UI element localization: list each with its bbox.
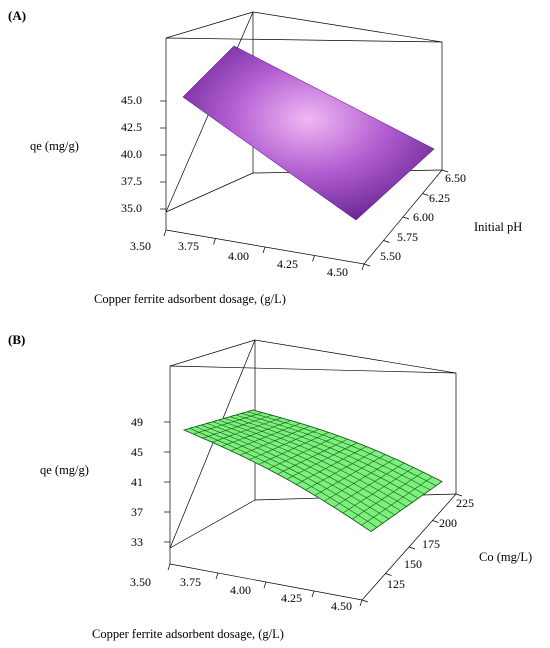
panel-a-x-tickmark — [213, 238, 216, 245]
panel-b-y-tickmark — [455, 493, 463, 497]
panel-b-tickmarks — [164, 421, 463, 607]
panel-b-y-tickmark — [361, 599, 369, 603]
panel-b-mesh-line — [212, 421, 401, 511]
panel-b-mesh-line — [247, 411, 437, 486]
panel-a-label: (A) — [8, 8, 26, 23]
panel-b-label: (B) — [8, 332, 25, 347]
panel-a-y-tickmark — [402, 216, 410, 220]
panel-b-z-tick: 41 — [131, 475, 143, 489]
panel-b-y-tick: 200 — [439, 516, 457, 530]
panel-a-tickmarks — [160, 100, 449, 271]
panel-a-y-tick: 5.50 — [380, 249, 401, 263]
panel-a: (A) 45.0 42.5 40.0 37.5 35.0 3.50 3.75 4… — [8, 8, 522, 306]
panel-a-z-tick: 45.0 — [121, 93, 142, 107]
panel-b-mesh-line — [218, 419, 407, 507]
panel-a-y-tickmark — [363, 263, 371, 267]
panel-b-x-tick: 4.25 — [281, 591, 302, 605]
panel-a-x-title: Copper ferrite adsorbent dosage, (g/L) — [94, 292, 286, 306]
panel-a-z-tick: 42.5 — [121, 120, 142, 134]
panel-a-x-tickmark — [312, 255, 315, 262]
panel-a-z-tick: 40.0 — [121, 147, 142, 161]
panel-b-y-title: Co (mg/L) — [479, 550, 532, 564]
panel-b: (B) 49 45 41 37 33 3.50 3.75 4.00 4.25 4… — [8, 332, 532, 641]
panel-b-y-tick: 175 — [422, 537, 440, 551]
panel-a-z-title: qe (mg/g) — [30, 139, 79, 153]
panel-b-mesh-line — [201, 424, 389, 520]
panel-b-x-tick: 4.00 — [230, 583, 251, 597]
panel-b-y-tickmark — [385, 573, 392, 576]
panel-b-y-tick: 125 — [387, 577, 405, 591]
panel-b-x-tickmark — [359, 599, 363, 607]
panel-b-x-tickmark — [263, 581, 267, 589]
panel-a-y-tickmark — [441, 169, 449, 173]
panel-a-y-title: Initial pH — [474, 220, 522, 234]
panel-b-y-tick: 150 — [404, 557, 422, 571]
panel-b-x-tickmark — [215, 572, 219, 580]
panel-a-z-tick: 37.5 — [121, 174, 142, 188]
panel-b-mesh-line — [183, 429, 372, 532]
panel-a-y-tick: 5.75 — [397, 230, 418, 244]
panel-b-y-tickmark — [432, 520, 439, 523]
panel-b-y-tick: 225 — [456, 496, 474, 510]
panel-a-surface — [182, 45, 435, 221]
panel-b-mesh-line — [241, 413, 431, 491]
panel-a-x-tick: 4.50 — [327, 265, 348, 279]
panel-a-x-tickmark — [262, 246, 266, 254]
panel-b-surface-fill — [182, 409, 443, 532]
panel-b-mesh-line — [229, 416, 419, 499]
panel-a-x-tick: 3.75 — [178, 239, 199, 253]
panel-b-y-tickmark — [408, 546, 416, 550]
panel-b-z-tick: 37 — [131, 505, 143, 519]
panel-a-x-tick: 4.00 — [228, 249, 249, 263]
panel-b-x-tickmark — [167, 563, 171, 571]
panel-b-z-tick: 33 — [131, 535, 143, 549]
panel-b-mesh-line — [252, 409, 443, 482]
panel-a-x-tickmark — [361, 263, 365, 271]
panel-a-x-tick: 3.50 — [130, 239, 151, 253]
panel-b-mesh-line — [224, 418, 413, 503]
panel-a-y-tickmark — [422, 193, 429, 196]
panel-b-surface — [182, 409, 443, 532]
panel-b-x-title: Copper ferrite adsorbent dosage, (g/L) — [92, 627, 284, 641]
panel-b-x-tick: 3.50 — [130, 575, 151, 589]
panel-b-mesh-line — [206, 423, 395, 516]
panel-a-y-tick: 6.25 — [429, 191, 450, 205]
panel-b-x-tickmark — [311, 590, 315, 598]
panel-b-mesh-line — [195, 426, 383, 524]
panel-b-z-tick: 45 — [131, 445, 143, 459]
panel-b-z-tick: 49 — [131, 415, 143, 429]
panel-a-x-tick: 4.25 — [277, 257, 298, 271]
panel-b-x-tick: 3.75 — [180, 575, 201, 589]
panel-a-x-tickmark — [163, 229, 167, 237]
panel-a-y-tickmark — [383, 240, 390, 243]
panel-a-y-tick: 6.50 — [445, 171, 466, 185]
panel-b-z-title: qe (mg/g) — [40, 463, 89, 477]
panel-a-y-tick: 6.00 — [413, 210, 434, 224]
panel-b-mesh-line — [189, 428, 378, 528]
panel-b-mesh-line — [235, 414, 425, 495]
panel-a-z-tick: 35.0 — [121, 201, 142, 215]
panel-b-x-tick: 4.50 — [331, 599, 352, 613]
